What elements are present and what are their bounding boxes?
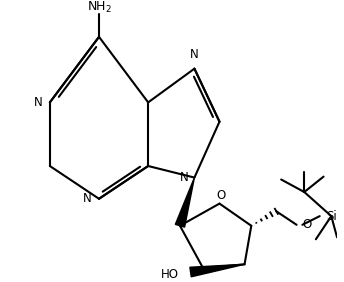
Text: HO: HO bbox=[161, 268, 179, 281]
Text: N: N bbox=[33, 96, 42, 109]
Text: NH$_2$: NH$_2$ bbox=[86, 0, 111, 16]
Text: N: N bbox=[180, 171, 189, 184]
Text: O: O bbox=[302, 218, 312, 231]
Text: Si: Si bbox=[326, 210, 337, 222]
Text: N: N bbox=[190, 48, 199, 61]
Text: O: O bbox=[217, 190, 226, 202]
Polygon shape bbox=[175, 178, 194, 227]
Text: N: N bbox=[83, 192, 91, 205]
Polygon shape bbox=[190, 264, 245, 277]
